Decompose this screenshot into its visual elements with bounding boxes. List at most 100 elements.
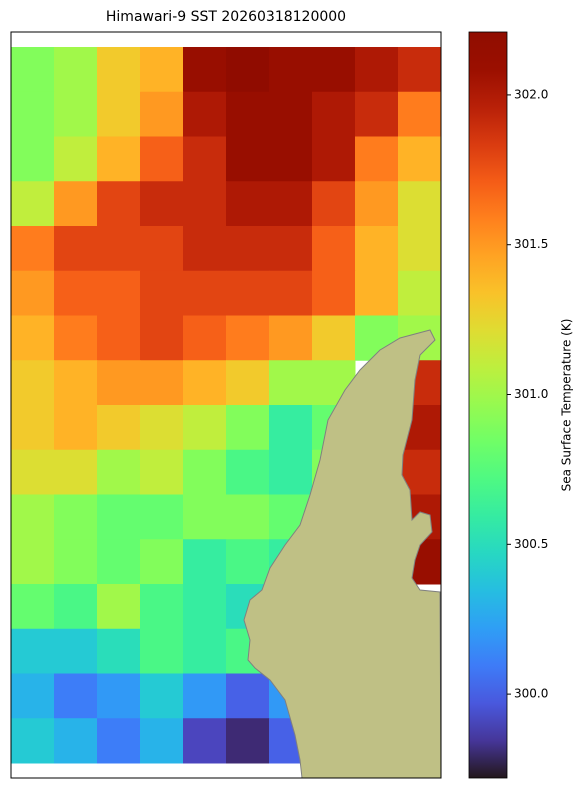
sst-cell [183, 47, 227, 93]
sst-cell [140, 136, 184, 182]
sst-cell [398, 181, 442, 227]
colorbar [468, 31, 508, 779]
sst-cell [54, 91, 98, 137]
colorbar-label: Sea Surface Temperature (K) [560, 319, 574, 492]
sst-cell [97, 181, 141, 227]
sst-cell [140, 91, 184, 137]
sst-cell [183, 628, 227, 674]
land [243, 329, 442, 779]
sst-cell [11, 405, 55, 451]
sst-cell [140, 718, 184, 764]
colorbar-tick-label: 300.0 [514, 687, 548, 701]
sst-cell [11, 673, 55, 719]
sst-cell [54, 226, 98, 272]
sst-cell [269, 226, 313, 272]
sst-cell [54, 47, 98, 93]
sst-cell [269, 449, 313, 495]
sst-cell [226, 91, 270, 137]
sst-cell [355, 91, 399, 137]
sst-cell [269, 47, 313, 93]
sst-cell [226, 449, 270, 495]
sst-cell [355, 270, 399, 316]
sst-cell [97, 226, 141, 272]
sst-cell [183, 584, 227, 630]
sst-cell [11, 360, 55, 406]
colorbar-tick-label: 301.5 [514, 237, 548, 251]
sst-cell [183, 270, 227, 316]
sst-cell [11, 449, 55, 495]
sst-cell [11, 270, 55, 316]
sst-cell [11, 584, 55, 630]
sst-cell [312, 181, 356, 227]
sst-cell [183, 494, 227, 540]
sst-cell [269, 181, 313, 227]
sst-cell [398, 226, 442, 272]
colorbar-tick-label: 300.5 [514, 537, 548, 551]
sst-cell [140, 360, 184, 406]
sst-cell [11, 494, 55, 540]
sst-cell [183, 136, 227, 182]
sst-cell [54, 718, 98, 764]
sst-cell [54, 181, 98, 227]
sst-cell [269, 405, 313, 451]
sst-cell [269, 315, 313, 361]
sst-cell [183, 673, 227, 719]
sst-cell [97, 673, 141, 719]
sst-cell [312, 136, 356, 182]
sst-cell [54, 405, 98, 451]
sst-cell [269, 360, 313, 406]
sst-cell [11, 91, 55, 137]
sst-cell [312, 91, 356, 137]
sst-cell [183, 360, 227, 406]
sst-cell [183, 718, 227, 764]
sst-cell [226, 136, 270, 182]
sst-cell [97, 584, 141, 630]
sst-cell [269, 136, 313, 182]
sst-cell [140, 181, 184, 227]
sst-cell [226, 226, 270, 272]
sst-cell [355, 47, 399, 93]
sst-cell [11, 226, 55, 272]
sst-cell [11, 47, 55, 93]
sst-cell [183, 315, 227, 361]
sst-cell [226, 360, 270, 406]
sst-cell [140, 628, 184, 674]
sst-cell [11, 628, 55, 674]
sst-cell [97, 270, 141, 316]
sst-cell [183, 405, 227, 451]
sst-cell [140, 315, 184, 361]
sst-cell [226, 47, 270, 93]
map-frame [10, 31, 442, 779]
sst-cell [355, 226, 399, 272]
sst-cell [226, 673, 270, 719]
sst-cell [54, 270, 98, 316]
sst-cell [97, 405, 141, 451]
sst-cell [140, 494, 184, 540]
sst-cell [140, 449, 184, 495]
sst-cell [140, 539, 184, 585]
sst-cell [54, 449, 98, 495]
sst-cell [140, 226, 184, 272]
sst-cell [97, 628, 141, 674]
sst-cell [97, 449, 141, 495]
sst-cell [398, 270, 442, 316]
sst-cell [54, 315, 98, 361]
sst-cell [11, 718, 55, 764]
sst-cell [226, 270, 270, 316]
sst-cell [140, 270, 184, 316]
sst-cell [97, 360, 141, 406]
sst-cell [54, 673, 98, 719]
sst-cell [355, 136, 399, 182]
sst-cell [54, 494, 98, 540]
sst-cell [398, 47, 442, 93]
sst-cell [398, 136, 442, 182]
sst-cell [226, 181, 270, 227]
sst-cell [183, 181, 227, 227]
sst-cell [312, 270, 356, 316]
chart-title: Himawari-9 SST 20260318120000 [106, 9, 346, 25]
sst-cell [312, 47, 356, 93]
sst-cell [226, 539, 270, 585]
sst-cell [183, 539, 227, 585]
sst-cell [54, 584, 98, 630]
sst-cell [183, 226, 227, 272]
